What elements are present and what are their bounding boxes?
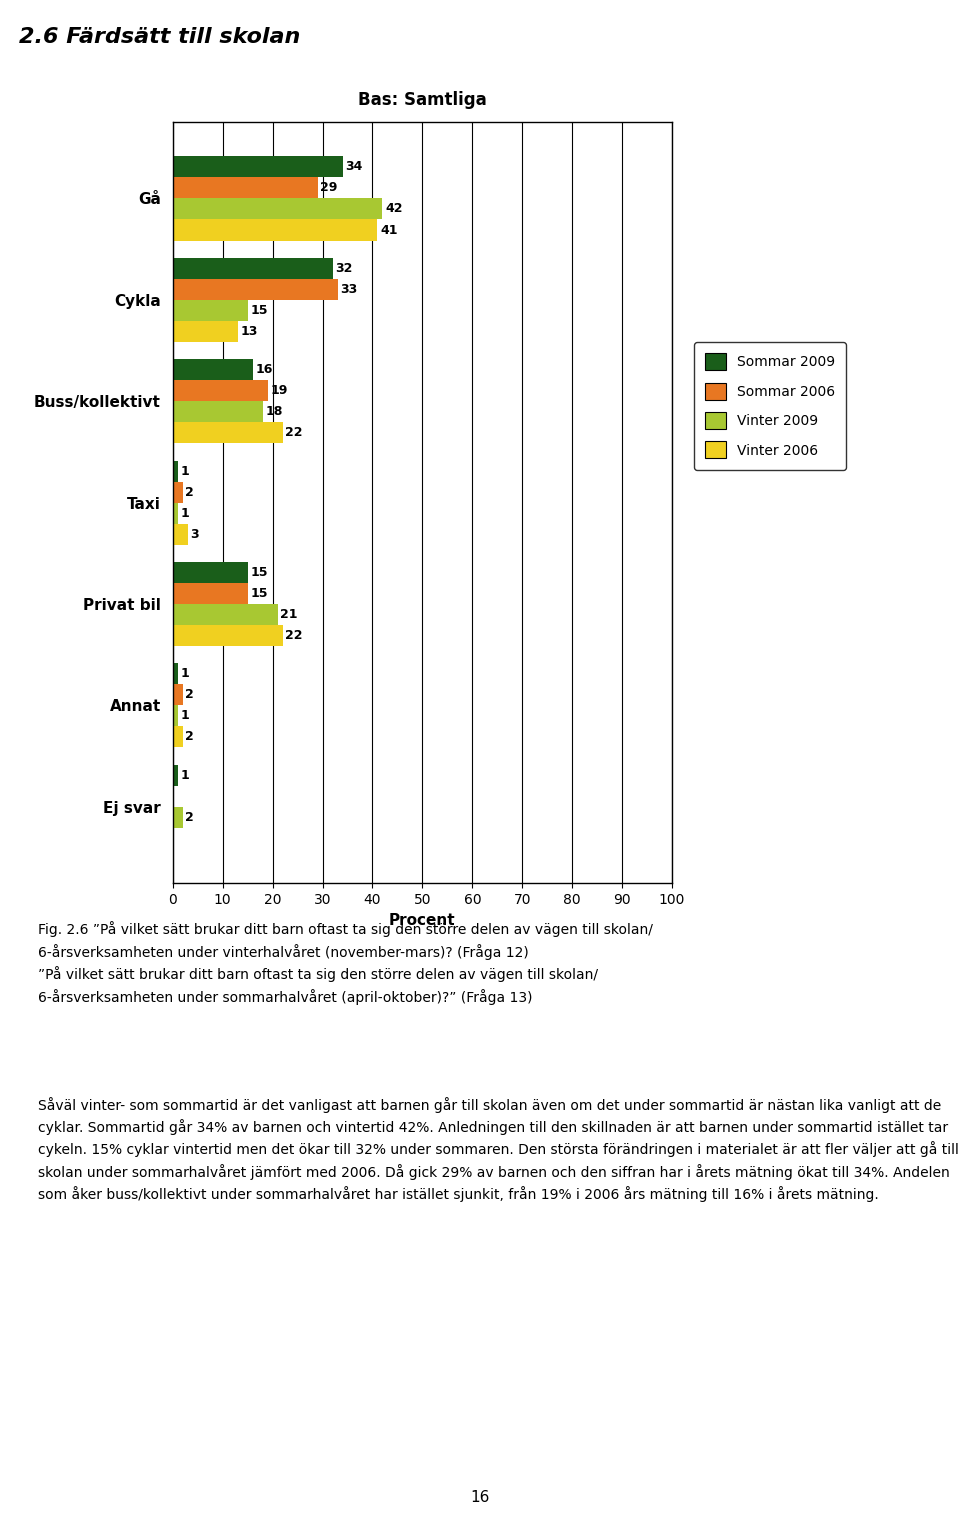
Text: 1: 1 xyxy=(180,710,189,722)
Bar xyxy=(173,422,282,443)
Bar xyxy=(173,219,377,241)
X-axis label: Procent: Procent xyxy=(389,912,456,928)
Text: 41: 41 xyxy=(380,224,397,236)
Bar xyxy=(173,664,178,684)
Bar xyxy=(173,583,248,605)
Text: Fig. 2.6 ”På vilket sätt brukar ditt barn oftast ta sig den större delen av väge: Fig. 2.6 ”På vilket sätt brukar ditt bar… xyxy=(38,921,653,1005)
Bar xyxy=(173,765,178,786)
Text: 16: 16 xyxy=(255,362,273,376)
Bar xyxy=(173,300,248,321)
Bar xyxy=(173,359,252,381)
Bar xyxy=(173,178,318,198)
Text: 1: 1 xyxy=(180,465,189,478)
Text: 16: 16 xyxy=(470,1489,490,1505)
Text: 18: 18 xyxy=(265,405,282,419)
Bar xyxy=(173,605,277,624)
Bar xyxy=(173,705,178,726)
Bar xyxy=(173,624,282,646)
Text: Såväl vinter- som sommartid är det vanligast att barnen går till skolan även om : Såväl vinter- som sommartid är det vanli… xyxy=(38,1097,959,1202)
Text: 32: 32 xyxy=(335,262,352,274)
Bar xyxy=(173,684,182,705)
Text: 1: 1 xyxy=(180,769,189,781)
Text: 22: 22 xyxy=(285,426,302,439)
Bar xyxy=(173,257,332,279)
Text: 2: 2 xyxy=(185,486,194,498)
Bar xyxy=(173,279,338,300)
Text: 33: 33 xyxy=(340,283,357,295)
Text: 13: 13 xyxy=(240,324,257,338)
Text: 1: 1 xyxy=(180,507,189,519)
Bar xyxy=(173,321,238,341)
Bar xyxy=(173,481,182,503)
Bar xyxy=(173,524,188,545)
Text: 21: 21 xyxy=(280,608,298,621)
Bar xyxy=(173,807,182,827)
Legend: Sommar 2009, Sommar 2006, Vinter 2009, Vinter 2006: Sommar 2009, Sommar 2006, Vinter 2009, V… xyxy=(694,343,846,469)
Text: 34: 34 xyxy=(345,160,362,174)
Text: 2.6 Färdsätt till skolan: 2.6 Färdsätt till skolan xyxy=(19,27,300,47)
Bar xyxy=(173,562,248,583)
Text: 29: 29 xyxy=(320,181,337,195)
Text: 3: 3 xyxy=(190,527,199,541)
Bar xyxy=(173,401,263,422)
Bar xyxy=(173,157,343,178)
Text: 1: 1 xyxy=(180,667,189,681)
Text: 42: 42 xyxy=(385,203,402,215)
Bar xyxy=(173,381,268,401)
Bar xyxy=(173,726,182,748)
Text: 15: 15 xyxy=(251,586,268,600)
Text: 15: 15 xyxy=(251,567,268,579)
Bar xyxy=(173,460,178,481)
Text: 2: 2 xyxy=(185,688,194,701)
Bar xyxy=(173,503,178,524)
Title: Bas: Samtliga: Bas: Samtliga xyxy=(358,91,487,110)
Text: 15: 15 xyxy=(251,305,268,317)
Text: 2: 2 xyxy=(185,810,194,824)
Text: 22: 22 xyxy=(285,629,302,643)
Text: 19: 19 xyxy=(270,384,287,398)
Text: 2: 2 xyxy=(185,731,194,743)
Bar xyxy=(173,198,382,219)
